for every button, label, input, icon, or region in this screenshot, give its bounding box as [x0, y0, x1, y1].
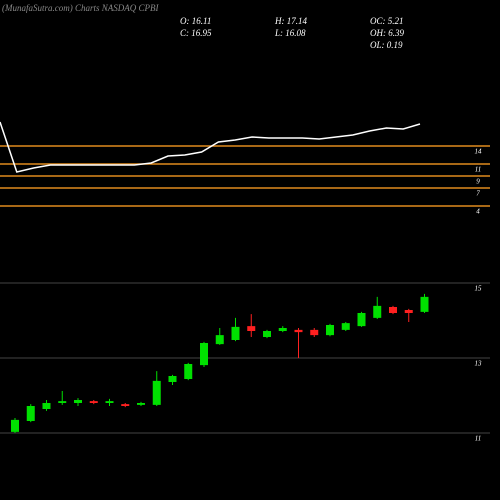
- candle-body: [373, 305, 382, 318]
- candle-body: [278, 328, 287, 331]
- candle-body: [420, 296, 429, 312]
- price-line: [0, 121, 421, 173]
- candle-body: [389, 307, 397, 313]
- y-tick-label: 13: [475, 360, 483, 368]
- candle-body: [404, 310, 413, 313]
- ohlc-field: OC: 5.21: [370, 16, 404, 26]
- candle-body: [341, 323, 350, 330]
- candle-body: [215, 335, 224, 345]
- candle-body: [263, 331, 271, 337]
- y-tick-label: 11: [475, 166, 481, 174]
- candle-body: [326, 325, 334, 336]
- candle-body: [26, 406, 35, 421]
- candle-body: [74, 400, 82, 403]
- candle-body: [200, 343, 208, 366]
- candle-body: [184, 364, 193, 379]
- candle-body: [152, 380, 161, 405]
- candle-body: [168, 376, 177, 382]
- candle-body: [294, 329, 303, 333]
- candle-body: [89, 401, 98, 403]
- y-tick-label: 11: [475, 435, 481, 443]
- y-tick-label: 15: [475, 285, 483, 293]
- candle-body: [231, 326, 240, 340]
- ohlc-field: O: 16.11: [180, 16, 211, 26]
- y-tick-label: 9: [476, 178, 480, 186]
- ohlc-field: OH: 6.39: [370, 28, 404, 38]
- ohlc-field: H: 17.14: [274, 16, 307, 26]
- candle-body: [105, 401, 114, 403]
- y-tick-label: 7: [476, 190, 480, 198]
- y-tick-label: 4: [476, 208, 480, 216]
- candle-body: [357, 313, 366, 327]
- candle-body: [310, 329, 319, 336]
- candle-body: [247, 326, 256, 331]
- candle-body: [11, 419, 19, 432]
- candle-body: [58, 401, 67, 403]
- ohlc-field: OL: 0.19: [370, 40, 403, 50]
- ohlc-field: L: 16.08: [274, 28, 306, 38]
- candle-body: [137, 403, 145, 405]
- ohlc-field: C: 16.95: [180, 28, 212, 38]
- y-tick-label: 14: [475, 148, 483, 156]
- candle-body: [121, 404, 130, 406]
- candle-body: [42, 403, 51, 409]
- watermark: (MunafaSutra.com) Charts NASDAQ CPBI: [2, 3, 159, 13]
